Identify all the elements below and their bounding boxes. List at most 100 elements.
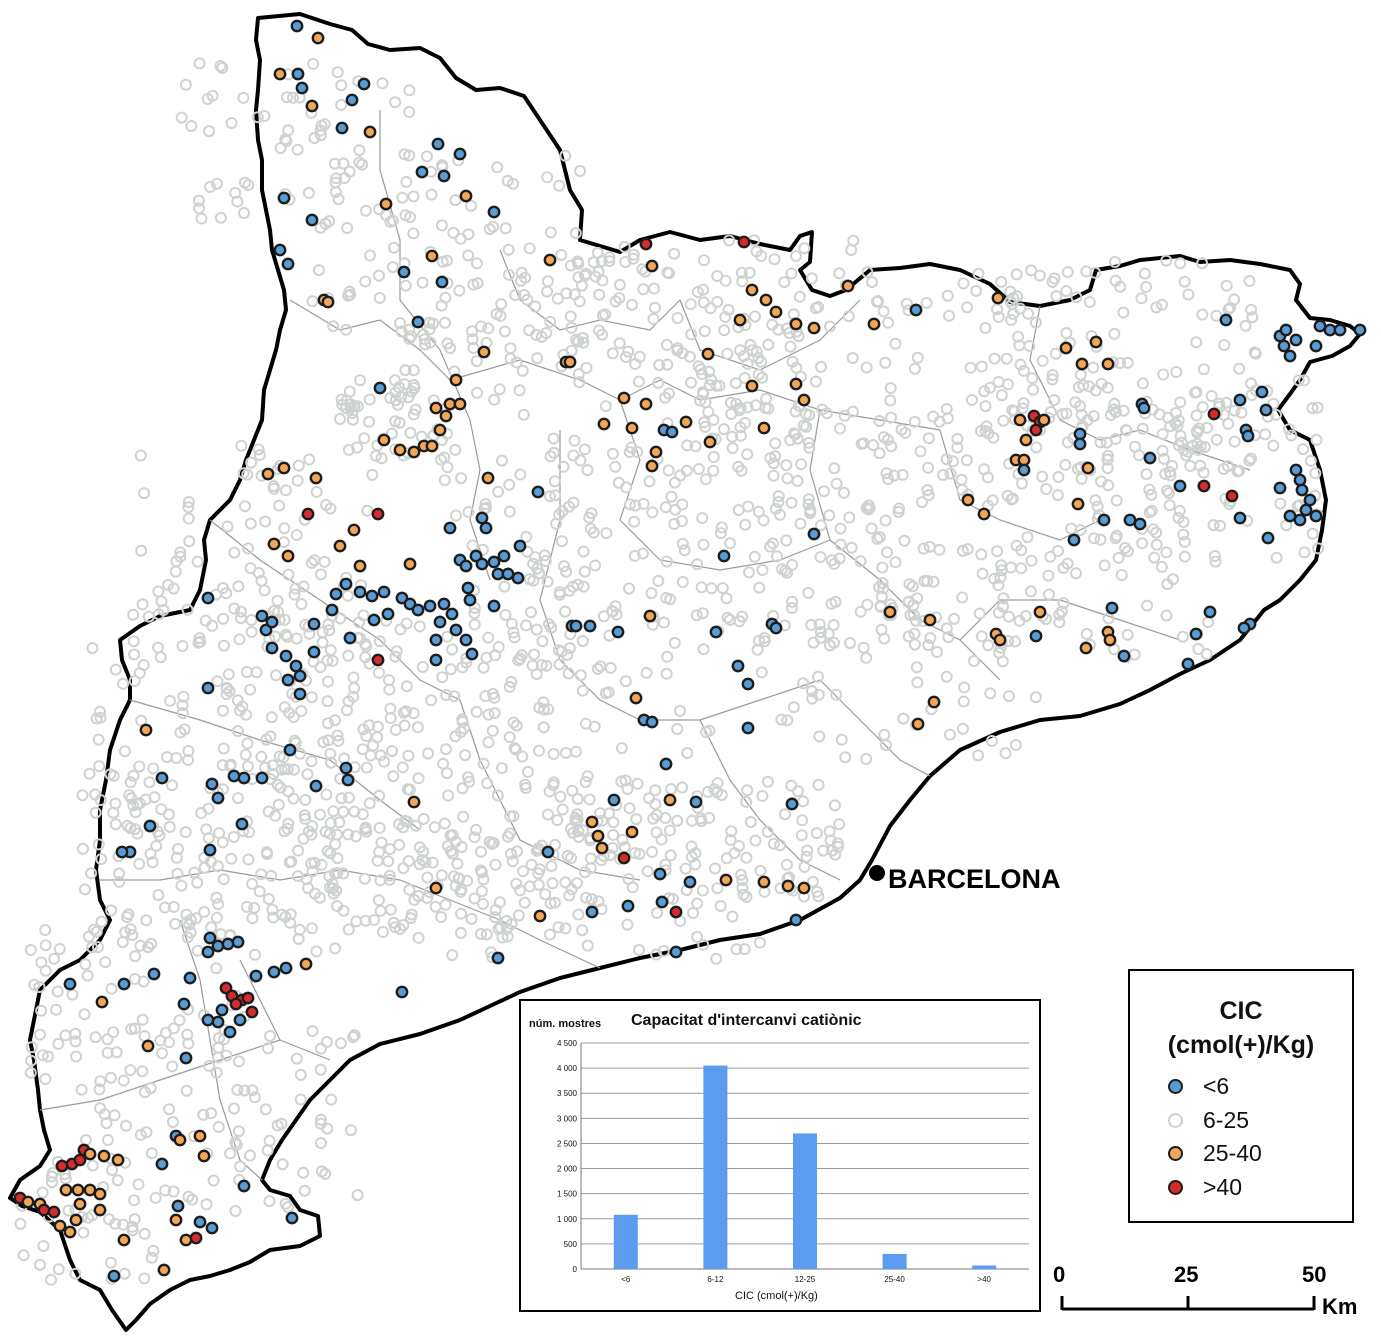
sample-point-6-25 bbox=[785, 602, 798, 614]
sample-point-6-25 bbox=[250, 666, 263, 679]
sample-point-6-25 bbox=[109, 663, 122, 676]
sample-point-6-25 bbox=[878, 728, 891, 741]
sample-point-6-25 bbox=[774, 839, 787, 852]
sample-point-6-25 bbox=[144, 1082, 157, 1095]
x-tick-label: 12-25 bbox=[795, 1275, 816, 1284]
sample-point-6-25 bbox=[180, 1084, 193, 1097]
sample-point-6-25 bbox=[164, 694, 176, 707]
x-tick-label: 6-12 bbox=[707, 1275, 724, 1284]
sample-point-6-25 bbox=[734, 429, 747, 442]
sample-point-6-25 bbox=[321, 654, 334, 667]
sample-point-6-25 bbox=[477, 757, 490, 770]
sample-point-6-25 bbox=[827, 619, 840, 631]
sample-point-lt6 bbox=[1293, 473, 1307, 487]
sample-point-6-25 bbox=[39, 939, 52, 952]
sample-point-6-25 bbox=[577, 336, 590, 349]
sample-point-6-25 bbox=[1022, 307, 1035, 320]
sample-point-6-25 bbox=[696, 884, 709, 897]
sample-point-6-25 bbox=[271, 778, 284, 791]
sample-point-25-40 bbox=[643, 609, 657, 623]
sample-point-6-25 bbox=[1197, 363, 1210, 376]
sample-point-6-25 bbox=[879, 514, 892, 527]
sample-point-6-25 bbox=[502, 243, 515, 256]
sample-point-6-25 bbox=[577, 545, 590, 558]
sample-point-6-25 bbox=[384, 712, 397, 724]
orange-dot-icon bbox=[1168, 1145, 1183, 1161]
sample-point-6-25 bbox=[135, 544, 148, 557]
sample-point-6-25 bbox=[329, 838, 342, 851]
sample-point-6-25 bbox=[623, 582, 635, 595]
sample-point-6-25 bbox=[982, 639, 995, 652]
sample-point-6-25 bbox=[334, 413, 346, 425]
sample-point-6-25 bbox=[1052, 471, 1065, 483]
sample-point-6-25 bbox=[232, 1055, 245, 1068]
sample-point-6-25 bbox=[1109, 255, 1121, 268]
x-tick-label: 25-40 bbox=[884, 1275, 905, 1284]
sample-point-6-25 bbox=[101, 1134, 114, 1146]
sample-point-6-25 bbox=[411, 721, 424, 734]
sample-point-6-25 bbox=[255, 750, 268, 763]
sample-point-6-25 bbox=[662, 387, 675, 400]
sample-point-lt6 bbox=[339, 577, 353, 591]
sample-point-6-25 bbox=[79, 958, 92, 971]
sample-point-6-25 bbox=[525, 606, 537, 619]
sample-point-6-25 bbox=[531, 562, 544, 575]
sample-point-6-25 bbox=[315, 1113, 327, 1126]
sample-point-6-25 bbox=[574, 454, 587, 467]
sample-point-6-25 bbox=[1036, 470, 1049, 483]
sample-point-6-25 bbox=[154, 1034, 167, 1047]
sample-point-6-25 bbox=[741, 784, 754, 797]
sample-point-6-25 bbox=[416, 276, 429, 289]
sample-point-6-25 bbox=[480, 928, 493, 941]
sample-point-6-25 bbox=[1080, 627, 1093, 640]
sample-point-6-25 bbox=[967, 655, 980, 667]
sample-point-6-25 bbox=[101, 1046, 114, 1059]
sample-point-6-25 bbox=[1069, 396, 1082, 409]
sample-point-6-25 bbox=[1283, 423, 1295, 436]
sample-point-6-25 bbox=[82, 930, 95, 943]
red-dot-icon bbox=[1168, 1179, 1183, 1195]
sample-point-6-25 bbox=[240, 900, 253, 913]
sample-point-6-25 bbox=[246, 877, 259, 890]
sample-point-lt6 bbox=[305, 213, 319, 227]
sample-point-6-25 bbox=[176, 640, 189, 652]
sample-point-6-25 bbox=[979, 425, 992, 437]
sample-point-6-25 bbox=[787, 701, 800, 714]
sample-point-6-25 bbox=[95, 853, 108, 866]
sample-point-6-25 bbox=[182, 512, 195, 525]
sample-point-6-25 bbox=[393, 838, 406, 851]
sample-point-6-25 bbox=[223, 685, 236, 698]
sample-point-6-25 bbox=[665, 490, 678, 503]
sample-point-6-25 bbox=[685, 850, 698, 863]
sample-point-6-25 bbox=[545, 621, 558, 634]
sample-point-6-25 bbox=[767, 469, 780, 482]
sample-point-6-25 bbox=[997, 600, 1009, 613]
catalonia-outline bbox=[8, 12, 1362, 1332]
y-tick-label: 2 500 bbox=[557, 1139, 578, 1148]
sample-point-6-25 bbox=[544, 315, 557, 328]
sample-point-6-25 bbox=[1121, 356, 1134, 369]
sample-point-6-25 bbox=[567, 496, 580, 509]
sample-point-6-25 bbox=[282, 785, 295, 798]
sample-point-6-25 bbox=[131, 827, 144, 840]
sample-point-6-25 bbox=[730, 943, 743, 956]
sample-point-25-40 bbox=[305, 99, 319, 113]
sample-point-6-25 bbox=[416, 661, 429, 673]
sample-point-6-25 bbox=[696, 512, 709, 524]
sample-point-6-25 bbox=[145, 1251, 158, 1264]
sample-point-6-25 bbox=[198, 905, 211, 918]
sample-point-6-25 bbox=[802, 493, 815, 506]
sample-point-6-25 bbox=[468, 892, 481, 905]
sample-point-lt6 bbox=[653, 867, 667, 881]
sample-point-6-25 bbox=[549, 489, 562, 502]
sample-point-6-25 bbox=[213, 827, 226, 840]
sample-point-lt6 bbox=[683, 875, 697, 889]
sample-point-6-25 bbox=[553, 658, 566, 671]
sample-point-6-25 bbox=[181, 1028, 194, 1041]
y-tick-label: 3 000 bbox=[557, 1114, 578, 1123]
sample-point-lt6 bbox=[437, 597, 451, 611]
sample-point-6-25 bbox=[133, 760, 146, 773]
sample-point-6-25 bbox=[666, 892, 679, 905]
sample-point-6-25 bbox=[724, 537, 736, 550]
sample-point-6-25 bbox=[940, 403, 953, 415]
